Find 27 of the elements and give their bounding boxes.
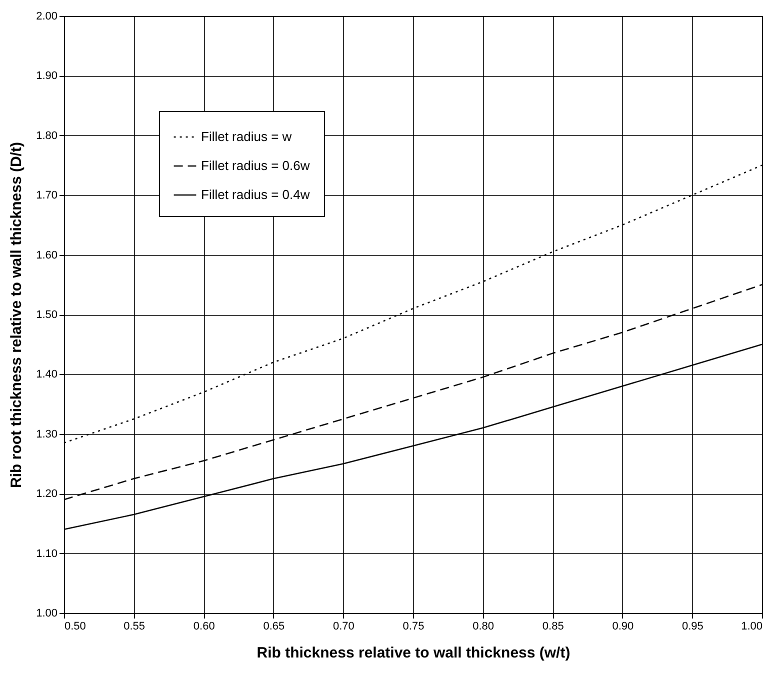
x-tick-label: 0.80 <box>472 620 494 632</box>
y-tick-label: 1.00 <box>36 608 58 620</box>
y-tick-label: 1.60 <box>36 249 58 262</box>
x-tick-label: 0.50 <box>64 620 86 632</box>
legend-label: Fillet radius = 0.4w <box>201 187 310 202</box>
y-tick-label: 1.90 <box>36 70 58 82</box>
y-tick-label: 1.70 <box>36 190 58 202</box>
legend-label: Fillet radius = 0.6w <box>201 158 310 173</box>
x-tick-label: 0.75 <box>402 620 424 632</box>
y-tick-label: 1.80 <box>36 130 58 142</box>
x-tick-label: 0.55 <box>124 620 146 632</box>
x-axis-title: Rib thickness relative to wall thickness (w/t) <box>256 644 570 662</box>
y-axis-title: Rib root thickness relative to wall thickness (D/t) <box>8 142 26 488</box>
x-tick-label: 0.95 <box>682 620 704 632</box>
x-tick-label: 0.85 <box>542 620 564 632</box>
y-tick-label: 2.00 <box>36 10 58 22</box>
y-tick-label: 1.10 <box>36 548 58 560</box>
x-tick-label: 0.65 <box>263 620 285 632</box>
y-tick-label: 1.30 <box>36 428 58 440</box>
y-tick-label: 1.50 <box>36 309 58 321</box>
legend-label: Fillet radius = w <box>201 129 292 144</box>
x-tick-label: 0.90 <box>612 620 634 632</box>
x-tick-label: 0.70 <box>332 620 354 632</box>
x-tick-label: 0.60 <box>193 620 215 632</box>
x-tick-label: 1.00 <box>741 620 762 632</box>
y-tick-label: 1.40 <box>36 368 58 381</box>
y-tick-label: 1.20 <box>36 488 58 500</box>
